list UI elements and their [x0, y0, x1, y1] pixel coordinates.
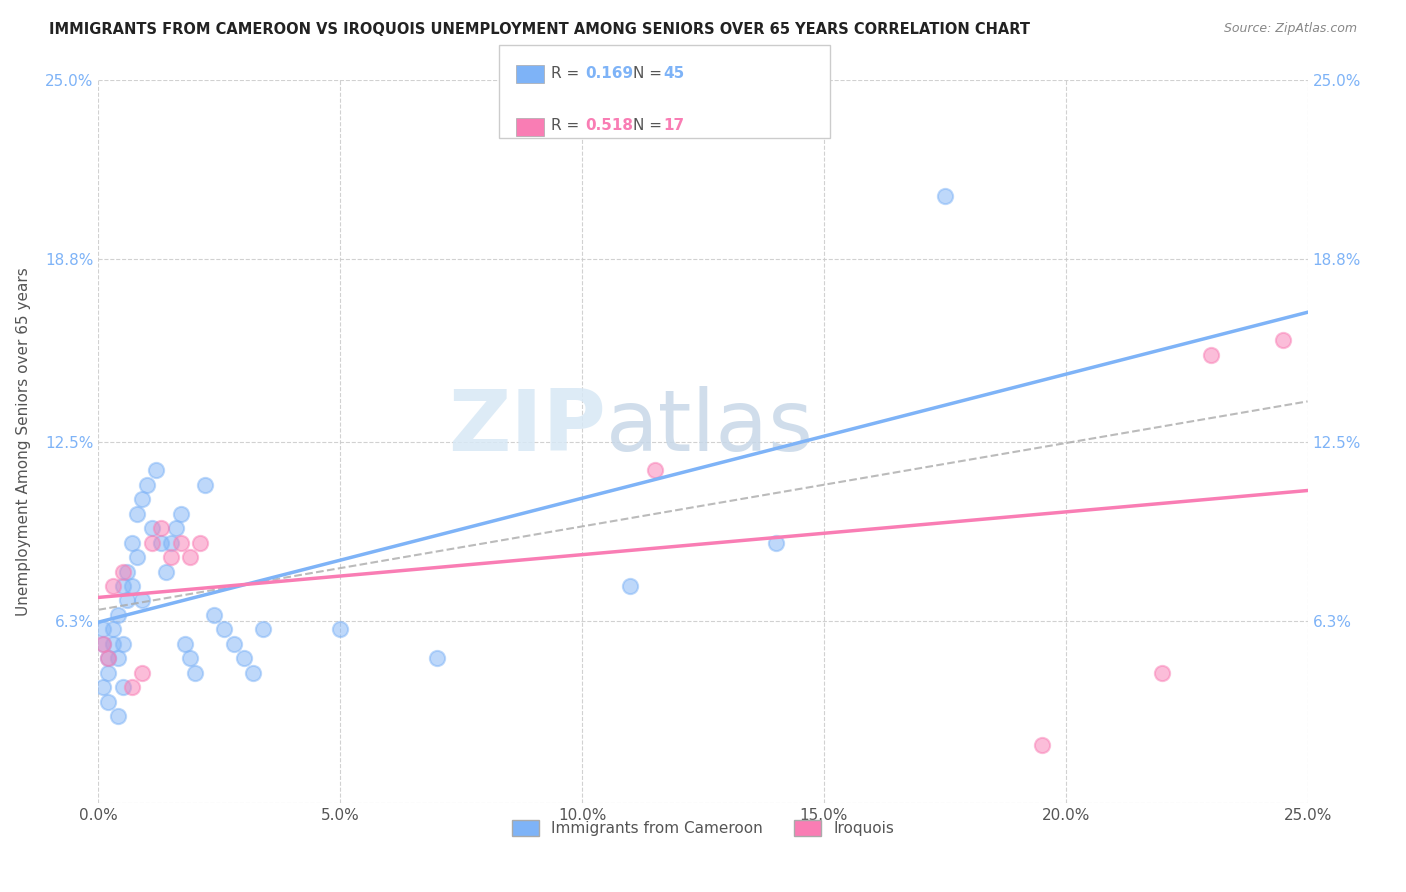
- Text: ZIP: ZIP: [449, 385, 606, 468]
- Point: [252, 623, 274, 637]
- Point: [169, 507, 191, 521]
- Point: [97, 651, 120, 665]
- Point: [232, 651, 254, 665]
- Point: [135, 478, 157, 492]
- Point: [91, 637, 114, 651]
- Point: [160, 550, 183, 565]
- Point: [91, 623, 114, 637]
- Point: [131, 593, 153, 607]
- Point: [934, 189, 956, 203]
- Point: [188, 535, 211, 549]
- Point: [160, 535, 183, 549]
- Point: [644, 463, 666, 477]
- Point: [204, 607, 226, 622]
- Point: [150, 521, 173, 535]
- Point: [111, 565, 134, 579]
- Point: [141, 521, 163, 535]
- Point: [174, 637, 197, 651]
- Point: [111, 680, 134, 694]
- Point: [179, 651, 201, 665]
- Point: [91, 680, 114, 694]
- Point: [194, 478, 217, 492]
- Point: [131, 492, 153, 507]
- Point: [97, 651, 120, 665]
- Point: [1272, 334, 1295, 348]
- Point: [121, 535, 143, 549]
- Point: [101, 637, 124, 651]
- Point: [111, 637, 134, 651]
- Point: [97, 695, 120, 709]
- Point: [127, 550, 149, 565]
- Point: [169, 535, 191, 549]
- Text: 0.169: 0.169: [585, 66, 633, 80]
- Point: [165, 521, 187, 535]
- Point: [107, 651, 129, 665]
- Point: [107, 607, 129, 622]
- Point: [1031, 738, 1053, 752]
- Text: R =: R =: [551, 66, 585, 80]
- Point: [131, 665, 153, 680]
- Point: [1199, 348, 1222, 362]
- Text: R =: R =: [551, 119, 585, 133]
- Point: [91, 637, 114, 651]
- Point: [242, 665, 264, 680]
- Point: [141, 535, 163, 549]
- Point: [184, 665, 207, 680]
- Point: [619, 579, 641, 593]
- Point: [145, 463, 167, 477]
- Point: [121, 680, 143, 694]
- Point: [107, 709, 129, 723]
- Point: [111, 579, 134, 593]
- Point: [765, 535, 787, 549]
- Point: [155, 565, 177, 579]
- Point: [127, 507, 149, 521]
- Text: 17: 17: [664, 119, 685, 133]
- Text: Source: ZipAtlas.com: Source: ZipAtlas.com: [1223, 22, 1357, 36]
- Point: [117, 565, 139, 579]
- Text: N =: N =: [633, 66, 666, 80]
- Point: [179, 550, 201, 565]
- Point: [101, 579, 124, 593]
- Point: [101, 623, 124, 637]
- Point: [150, 535, 173, 549]
- Text: atlas: atlas: [606, 385, 814, 468]
- Point: [426, 651, 449, 665]
- Point: [1152, 665, 1174, 680]
- Text: 45: 45: [664, 66, 685, 80]
- Point: [121, 579, 143, 593]
- Point: [212, 623, 235, 637]
- Legend: Immigrants from Cameroon, Iroquois: Immigrants from Cameroon, Iroquois: [506, 814, 900, 842]
- Point: [222, 637, 245, 651]
- Text: IMMIGRANTS FROM CAMEROON VS IROQUOIS UNEMPLOYMENT AMONG SENIORS OVER 65 YEARS CO: IMMIGRANTS FROM CAMEROON VS IROQUOIS UNE…: [49, 22, 1031, 37]
- Text: N =: N =: [633, 119, 666, 133]
- Point: [97, 665, 120, 680]
- Point: [329, 623, 352, 637]
- Text: 0.518: 0.518: [585, 119, 633, 133]
- Y-axis label: Unemployment Among Seniors over 65 years: Unemployment Among Seniors over 65 years: [17, 268, 31, 615]
- Point: [117, 593, 139, 607]
